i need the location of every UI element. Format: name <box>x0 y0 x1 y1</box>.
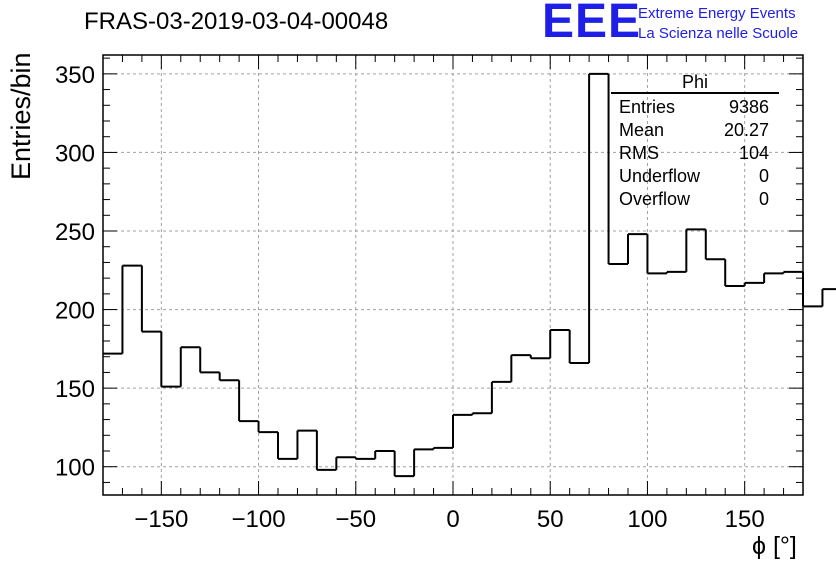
histogram-bin <box>315 430 337 471</box>
logo-line-1: Extreme Energy Events <box>638 5 796 22</box>
histogram-bin <box>763 272 784 283</box>
stats-title: Phi <box>681 72 708 92</box>
y-tick-label: 100 <box>55 455 95 482</box>
histogram-bin <box>335 456 356 470</box>
stats-label: Mean <box>619 120 665 140</box>
histogram-bin <box>588 72 609 363</box>
histogram-bin <box>121 264 142 354</box>
y-axis-ticks: 100 150 200 250 300 350 <box>55 57 803 483</box>
histogram-bin <box>471 412 492 415</box>
histogram-bin <box>646 234 667 275</box>
histogram-bin <box>354 457 376 460</box>
histogram-bin <box>821 288 836 307</box>
x-tick-label: −150 <box>134 506 188 533</box>
chart-title: FRAS-03-2019-03-04-00048 <box>84 8 389 35</box>
stats-row-overflow: Overflow 0 <box>611 188 779 211</box>
histogram-bin <box>238 380 259 423</box>
histogram-bin <box>529 355 551 360</box>
histogram-bin <box>627 233 648 264</box>
stats-row-rms: RMS 104 <box>611 142 779 165</box>
histogram-bin <box>140 265 162 333</box>
stats-value: 9386 <box>728 97 769 117</box>
histogram-bin <box>607 73 628 265</box>
x-tick-label: 150 <box>725 506 765 533</box>
histogram-bin <box>257 421 278 434</box>
logo-line-2: La Scienza nelle Scuole <box>638 25 799 42</box>
y-tick-label: 300 <box>55 140 95 167</box>
histogram-bin <box>199 347 220 374</box>
histogram-bin <box>160 331 181 388</box>
histogram-bin <box>452 413 473 448</box>
stats-label: Underflow <box>619 166 701 186</box>
histogram-bin <box>510 354 531 382</box>
y-tick-label: 350 <box>55 62 95 89</box>
x-tick-label: 0 <box>446 506 459 533</box>
histogram-bin <box>296 429 317 459</box>
histogram-bin <box>218 372 240 382</box>
stats-row-entries: Entries 9386 <box>611 96 779 119</box>
stats-value: 0 <box>758 166 769 186</box>
eee-logo-text: Extreme Energy Events La Scienza nelle S… <box>638 4 798 44</box>
histogram-series <box>103 72 836 478</box>
histogram-bin <box>685 228 706 272</box>
stats-label: Entries <box>619 97 676 117</box>
histogram-bin <box>724 259 745 287</box>
y-tick-label: 200 <box>55 298 95 325</box>
histogram-bin <box>490 380 512 414</box>
stats-box: Phi Entries 9386 Mean 20.27 RMS 104 Unde… <box>611 72 779 211</box>
stats-label: Overflow <box>619 189 691 209</box>
stats-value: 20.27 <box>723 120 769 140</box>
x-tick-label: 50 <box>537 506 564 533</box>
histogram-bin <box>413 448 434 477</box>
histogram-bin <box>179 346 201 387</box>
histogram-bin <box>743 281 765 286</box>
stats-row-mean: Mean 20.27 <box>611 119 779 142</box>
histogram-bin <box>393 451 415 478</box>
histogram-bin <box>704 229 726 261</box>
histogram-bin <box>277 432 298 460</box>
stats-value: 104 <box>738 143 769 163</box>
x-axis-label: ϕ [°] <box>752 532 797 560</box>
histogram-bin <box>782 270 803 274</box>
histogram-bin <box>432 446 453 450</box>
histogram-bin <box>568 330 590 364</box>
stats-label: RMS <box>619 143 659 163</box>
x-tick-label: 100 <box>627 506 667 533</box>
x-tick-label: −100 <box>232 506 286 533</box>
stats-divider <box>611 92 779 94</box>
histogram-bin <box>549 329 570 359</box>
y-axis-label: Entries/bin <box>6 52 36 180</box>
eee-logo-mark: EEE <box>542 0 642 48</box>
histogram-bin <box>665 270 687 274</box>
stats-value: 0 <box>758 189 769 209</box>
x-tick-label: −50 <box>335 506 376 533</box>
y-tick-label: 250 <box>55 219 95 246</box>
histogram-bin <box>802 271 823 308</box>
y-tick-label: 150 <box>55 376 95 403</box>
stats-row-underflow: Underflow 0 <box>611 165 779 188</box>
histogram-bin <box>374 450 395 459</box>
x-axis-ticks: −150 −100 −50 0 50 100 150 <box>102 55 804 533</box>
